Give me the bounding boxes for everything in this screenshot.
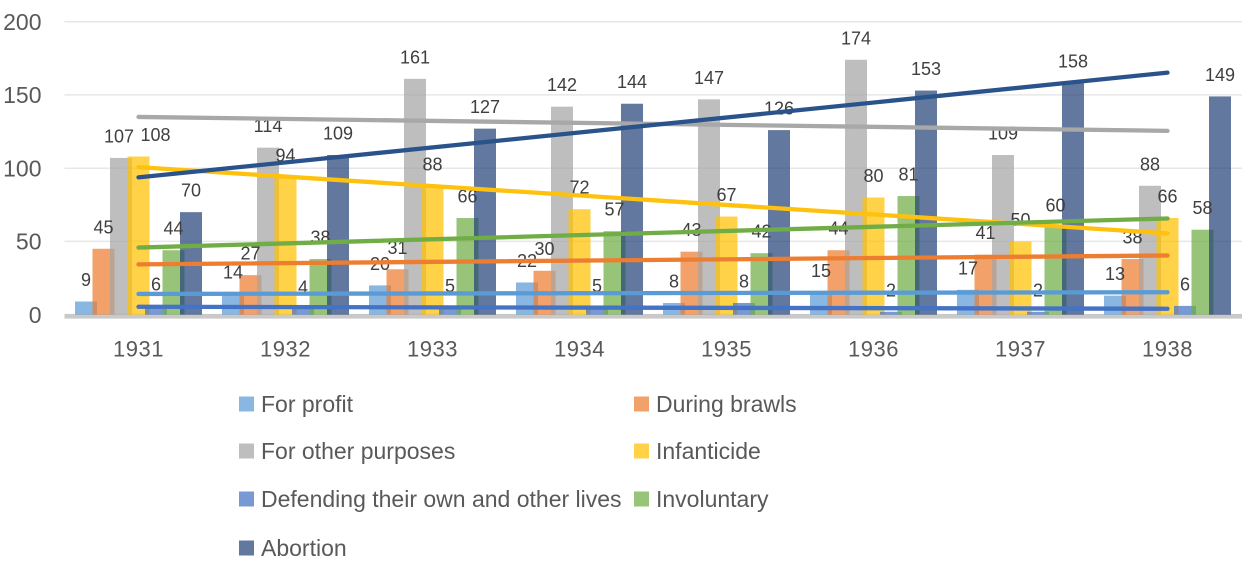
svg-text:For other purposes: For other purposes <box>261 438 455 464</box>
svg-text:8: 8 <box>739 272 749 292</box>
svg-text:31: 31 <box>387 238 407 258</box>
svg-text:126: 126 <box>764 99 794 119</box>
svg-text:Abortion: Abortion <box>261 535 347 561</box>
svg-text:1935: 1935 <box>701 336 752 361</box>
svg-text:2: 2 <box>886 280 896 300</box>
svg-text:5: 5 <box>445 276 455 296</box>
svg-text:1934: 1934 <box>554 336 605 361</box>
svg-text:2: 2 <box>1033 280 1043 300</box>
svg-text:0: 0 <box>29 302 42 328</box>
svg-text:Involuntary: Involuntary <box>656 486 769 512</box>
svg-text:50: 50 <box>1010 210 1030 230</box>
svg-text:149: 149 <box>1205 65 1235 85</box>
svg-text:1937: 1937 <box>995 336 1046 361</box>
svg-text:17: 17 <box>958 258 978 278</box>
svg-text:30: 30 <box>534 239 554 259</box>
svg-text:1936: 1936 <box>848 336 899 361</box>
svg-text:109: 109 <box>323 124 353 144</box>
svg-text:158: 158 <box>1058 52 1088 72</box>
svg-text:Defending their own and other: Defending their own and other lives <box>261 486 622 512</box>
svg-text:57: 57 <box>604 200 624 220</box>
svg-text:58: 58 <box>1192 198 1212 218</box>
svg-text:15: 15 <box>811 261 831 281</box>
svg-text:6: 6 <box>1180 274 1190 294</box>
svg-text:60: 60 <box>1045 195 1065 215</box>
svg-text:127: 127 <box>470 97 500 117</box>
svg-text:1932: 1932 <box>260 336 311 361</box>
svg-text:107: 107 <box>104 126 134 146</box>
svg-text:9: 9 <box>81 270 91 290</box>
svg-text:14: 14 <box>223 263 243 283</box>
svg-text:66: 66 <box>457 187 477 207</box>
svg-text:1938: 1938 <box>1142 336 1193 361</box>
svg-text:66: 66 <box>1157 187 1177 207</box>
svg-text:150: 150 <box>3 82 41 108</box>
svg-text:144: 144 <box>617 72 647 92</box>
svg-text:108: 108 <box>140 125 170 145</box>
svg-text:1931: 1931 <box>113 336 164 361</box>
svg-text:1933: 1933 <box>407 336 458 361</box>
svg-text:200: 200 <box>3 9 41 35</box>
svg-text:During brawls: During brawls <box>656 391 797 417</box>
svg-text:8: 8 <box>669 272 679 292</box>
svg-text:174: 174 <box>841 28 871 48</box>
svg-text:80: 80 <box>863 166 883 186</box>
svg-text:13: 13 <box>1105 264 1125 284</box>
svg-text:50: 50 <box>16 229 42 255</box>
svg-text:4: 4 <box>298 277 308 297</box>
svg-text:5: 5 <box>592 276 602 296</box>
svg-text:Infanticide: Infanticide <box>656 438 761 464</box>
svg-text:142: 142 <box>547 75 577 95</box>
svg-text:153: 153 <box>911 59 941 79</box>
svg-text:72: 72 <box>569 178 589 198</box>
svg-text:41: 41 <box>975 223 995 243</box>
svg-text:114: 114 <box>254 116 283 136</box>
svg-text:45: 45 <box>93 217 113 237</box>
svg-text:88: 88 <box>422 154 442 174</box>
svg-text:161: 161 <box>400 47 430 67</box>
svg-text:88: 88 <box>1140 154 1160 174</box>
svg-text:67: 67 <box>716 185 736 205</box>
svg-text:For profit: For profit <box>261 391 354 417</box>
svg-text:70: 70 <box>181 181 201 201</box>
svg-text:147: 147 <box>694 68 724 88</box>
svg-text:27: 27 <box>240 244 260 264</box>
svg-text:44: 44 <box>163 219 183 239</box>
svg-text:100: 100 <box>3 155 41 181</box>
svg-text:6: 6 <box>151 274 161 294</box>
svg-text:81: 81 <box>898 165 918 185</box>
